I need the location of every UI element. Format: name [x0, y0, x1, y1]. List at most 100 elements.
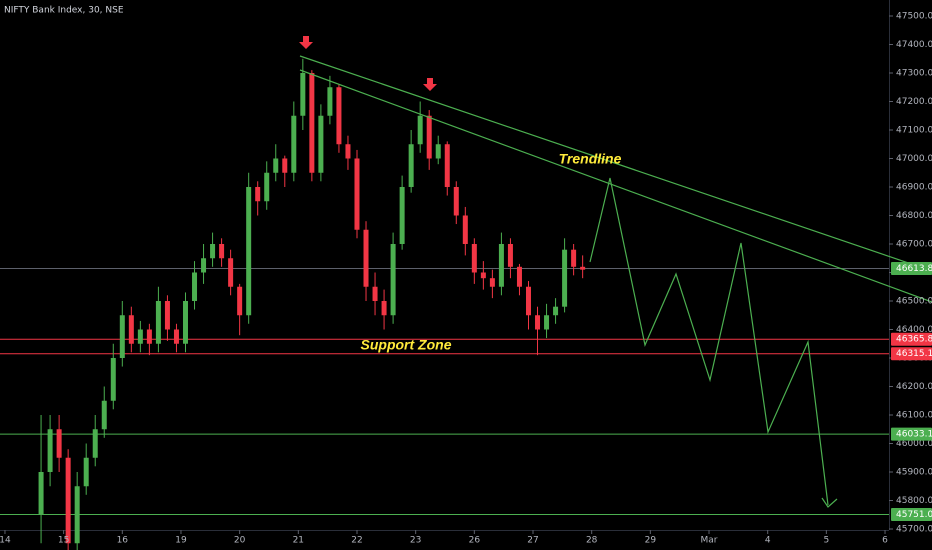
candle-body	[38, 471, 44, 515]
candle-body	[462, 215, 468, 244]
candle-body	[562, 249, 568, 307]
y-tick-label: 47100.00	[896, 125, 932, 135]
price-level-box	[891, 507, 932, 521]
candle-body	[507, 243, 513, 267]
candle-body	[119, 315, 125, 358]
candle-body	[480, 272, 486, 279]
candle-body	[228, 258, 234, 287]
y-tick-label: 46700.00	[896, 239, 932, 249]
candle-body	[182, 300, 188, 344]
candle-body	[264, 172, 270, 202]
markers	[299, 36, 437, 91]
drawings	[299, 55, 932, 508]
candle-body	[255, 186, 261, 202]
x-tick-label: 19	[175, 536, 187, 546]
price-level-label: 46315.10	[896, 349, 932, 359]
candle-body	[345, 144, 351, 159]
price-level-box	[891, 332, 932, 346]
y-tick-label: 46200.00	[896, 382, 932, 392]
candle-body	[318, 115, 324, 173]
candle-body	[155, 300, 161, 344]
candle-body	[408, 144, 414, 187]
candle-body	[489, 278, 495, 287]
candle-body	[291, 115, 297, 173]
x-tick-label: 23	[410, 536, 421, 546]
candle-body	[101, 400, 107, 430]
trendline-label: Trendline	[559, 151, 622, 167]
x-tick-label: 16	[117, 536, 129, 546]
peak-arrow	[423, 78, 437, 91]
candle-body	[83, 457, 89, 487]
projection-path	[589, 177, 829, 506]
candle-body	[65, 457, 71, 544]
candles	[38, 58, 586, 550]
x-tick-label: 28	[586, 536, 598, 546]
x-tick-label: Mar	[701, 536, 718, 546]
axes: 45700.00 45800.00 45900.00 46000.00 46100.00…	[0, 11, 932, 546]
x-tick-label: 22	[351, 536, 362, 546]
peak-arrow	[299, 36, 313, 49]
y-tick-label: 46000.00	[896, 439, 932, 449]
candle-body	[525, 286, 531, 316]
candle-body	[399, 186, 405, 244]
y-tick-label: 46500.00	[896, 296, 932, 306]
candle-body	[300, 72, 306, 116]
support-zone-label: Support Zone	[361, 337, 452, 353]
candle-body	[544, 315, 550, 330]
candle-body	[580, 266, 586, 270]
price-level-label: 46033.10	[896, 430, 932, 440]
price-level-label: 46365.85	[896, 335, 932, 345]
y-tick-label: 46800.00	[896, 211, 932, 221]
candle-body	[92, 429, 98, 458]
y-tick-label: 47500.00	[896, 11, 932, 21]
x-tick-label: 20	[234, 536, 246, 546]
candle-body	[381, 300, 387, 316]
candle-body	[47, 429, 53, 472]
candle-body	[444, 144, 450, 187]
price-level-box	[891, 427, 932, 441]
x-tick-label: 21	[293, 536, 304, 546]
x-tick-label: 4	[765, 536, 771, 546]
candle-body	[372, 286, 378, 301]
candle-body	[219, 243, 225, 259]
projection-arrowhead	[821, 497, 838, 508]
x-tick-label: 29	[645, 536, 657, 546]
y-tick-label: 47200.00	[896, 97, 932, 107]
y-tick-label: 46900.00	[896, 182, 932, 192]
candle-body	[282, 158, 288, 173]
candle-body	[417, 115, 423, 145]
x-tick-label: 15	[58, 536, 69, 546]
candle-body	[535, 315, 541, 330]
x-tick-label: 5	[823, 536, 829, 546]
candle-body	[210, 243, 216, 259]
y-tick-label: 47300.00	[896, 68, 932, 78]
x-tick-label: 27	[527, 536, 538, 546]
candle-body	[571, 249, 577, 267]
candle-body	[146, 329, 152, 344]
candle-body	[471, 243, 477, 273]
candle-body	[453, 186, 459, 216]
candle-body	[553, 306, 559, 316]
y-tick-label: 47400.00	[896, 40, 932, 50]
candle-body	[336, 87, 342, 145]
x-tick-label: 14	[0, 536, 11, 546]
candle-body	[246, 186, 252, 316]
candle-body	[74, 486, 80, 544]
candle-body	[390, 243, 396, 316]
price-level-label: 45751.05	[896, 510, 932, 520]
candle-body	[192, 272, 198, 301]
candle-body	[516, 266, 522, 287]
trendline-upper	[299, 55, 932, 272]
candle-body	[426, 115, 432, 159]
candle-body	[435, 144, 441, 159]
candle-body	[164, 300, 170, 330]
price-level-box	[891, 347, 932, 361]
y-tick-label: 46100.00	[896, 410, 932, 420]
candle-body	[354, 158, 360, 230]
y-tick-label: 45800.00	[896, 496, 932, 506]
y-tick-label: 45700.00	[896, 525, 932, 535]
candle-body	[173, 329, 179, 344]
